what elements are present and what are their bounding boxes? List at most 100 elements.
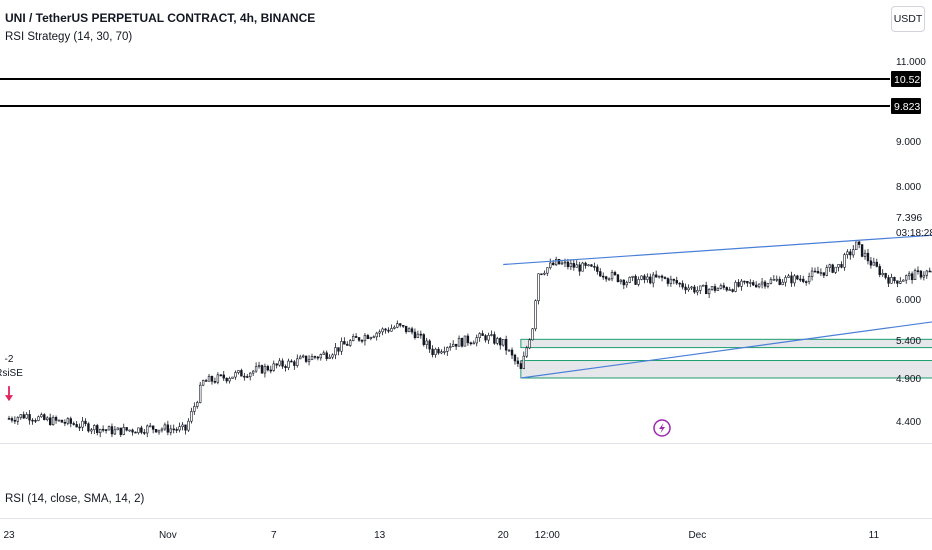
candle-body <box>322 352 325 355</box>
candle-body <box>140 427 143 433</box>
candle-body <box>737 282 740 287</box>
candle-body <box>57 419 61 422</box>
candle-body <box>699 285 702 291</box>
y-tick-label: 5.400 <box>896 336 921 347</box>
candle-body <box>169 428 172 433</box>
candle-body <box>578 264 581 272</box>
candle-body <box>43 414 46 420</box>
candle-body <box>760 281 764 285</box>
candle-body <box>428 340 431 350</box>
candle-body <box>384 328 387 331</box>
candle-body <box>272 363 275 371</box>
candle-body <box>916 270 920 272</box>
currency-button[interactable]: USDT <box>891 6 925 32</box>
candle-body <box>619 279 623 283</box>
candle-body <box>281 360 284 367</box>
candle-body <box>419 333 423 336</box>
candle-body <box>607 278 611 281</box>
candle-body <box>151 425 155 430</box>
candle-body <box>201 380 205 386</box>
candle-body <box>54 417 58 421</box>
candle-body <box>357 337 361 341</box>
candle-body <box>593 266 596 268</box>
candle-body <box>690 286 693 289</box>
candle-body <box>902 279 905 282</box>
candle-body <box>93 425 96 431</box>
candle-body <box>363 335 367 342</box>
candle-body <box>484 335 487 341</box>
zone-box[interactable] <box>520 338 932 349</box>
candle-body <box>296 358 299 366</box>
candle-body <box>825 267 828 276</box>
candle-body <box>416 333 420 339</box>
candle-body <box>240 370 243 377</box>
candle-body <box>304 355 308 362</box>
candle-body <box>616 274 620 283</box>
candle-body <box>757 283 761 288</box>
candle-body <box>928 270 931 273</box>
candle-body <box>866 252 870 262</box>
candle-body <box>219 374 222 377</box>
sell-signal[interactable]: -2 RsiSE <box>0 354 23 402</box>
candle-body <box>293 361 296 366</box>
candle-body <box>404 325 408 333</box>
candle-body <box>325 352 328 359</box>
zone-box[interactable] <box>520 360 932 379</box>
strategy-legend[interactable]: RSI Strategy (14, 30, 70) <box>5 31 133 43</box>
candle-body <box>704 284 708 295</box>
candle-body <box>525 347 528 357</box>
price-axis[interactable]: 11.000 9.000 8.000 6.000 5.400 4.900 4.400 <box>896 57 926 428</box>
candle-body <box>596 266 599 272</box>
candle-body <box>884 272 887 278</box>
candle-body <box>213 381 217 383</box>
candle-body <box>460 338 464 347</box>
trendline[interactable] <box>520 284 932 379</box>
candle-body <box>375 332 378 338</box>
candle-body <box>84 420 87 425</box>
candle-body <box>69 418 72 424</box>
candle-body <box>457 338 461 347</box>
candle-body <box>410 328 414 333</box>
candle-body <box>210 375 214 382</box>
candle-body <box>396 323 399 328</box>
candle-body <box>678 282 681 285</box>
candle-body <box>778 278 781 285</box>
candle-body <box>563 261 567 264</box>
candle-body <box>463 335 467 347</box>
candle-body <box>869 260 873 266</box>
candle-body <box>719 285 723 289</box>
candle-body <box>652 274 655 284</box>
candle-body <box>649 276 652 284</box>
candle-body <box>478 333 481 339</box>
candle-body <box>454 343 458 347</box>
candle-body <box>637 279 640 285</box>
candle-body <box>369 337 373 340</box>
candle-body <box>360 339 364 342</box>
rsi-legend[interactable]: RSI (14, close, SMA, 14, 2) <box>5 493 145 505</box>
candle-body <box>810 270 814 277</box>
candle-body <box>569 263 573 268</box>
candle-body <box>846 251 849 255</box>
candle-body <box>107 426 111 431</box>
candle-body <box>640 275 643 280</box>
candle-body <box>907 273 911 277</box>
candle-body <box>631 275 634 278</box>
candle-body <box>466 335 470 344</box>
candle-body <box>425 340 428 345</box>
level-label-box <box>891 98 921 114</box>
candle-body <box>728 289 731 291</box>
candle-body <box>40 414 43 418</box>
candle-body <box>66 418 70 424</box>
candle-body <box>366 335 370 340</box>
trendline[interactable] <box>503 219 932 266</box>
candle-body <box>540 273 543 276</box>
candle-body <box>196 402 199 407</box>
lightning-icon[interactable] <box>653 419 671 437</box>
trendlines-layer <box>503 219 932 379</box>
candle-body <box>407 328 411 333</box>
candle-body <box>887 277 890 284</box>
candle-body <box>681 283 684 288</box>
candle-body <box>572 263 576 268</box>
